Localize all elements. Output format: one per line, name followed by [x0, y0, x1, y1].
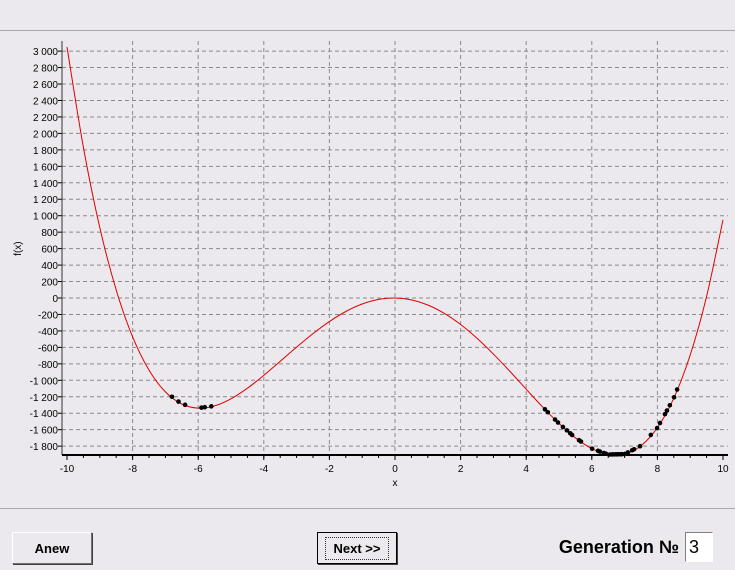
next-label: Next >> — [324, 536, 390, 560]
y-tick-label: 800 — [41, 228, 58, 239]
population-point — [654, 425, 660, 431]
population-point — [578, 439, 584, 444]
y-tick-label: 1 600 — [33, 162, 58, 173]
y-tick-label: -1 800 — [30, 442, 59, 453]
y-tick-label: 2 400 — [33, 96, 58, 107]
y-tick-label: 2 800 — [33, 64, 58, 75]
population-point — [542, 406, 548, 412]
y-tick-label: 1 800 — [33, 146, 58, 157]
x-tick-label: -2 — [325, 464, 334, 475]
y-tick-label: 3 000 — [33, 47, 58, 58]
population-point — [560, 424, 566, 430]
generation-input[interactable] — [685, 532, 713, 562]
y-tick-label: -1 200 — [30, 393, 59, 404]
population-point — [552, 417, 558, 422]
population-point — [662, 411, 668, 417]
y-tick-label: 0 — [52, 294, 58, 305]
population-point — [169, 394, 175, 400]
y-tick-label: -1 000 — [30, 376, 59, 387]
population-point — [202, 404, 208, 410]
next-button[interactable]: Next >> — [317, 532, 397, 564]
y-tick-label: -400 — [38, 327, 58, 338]
population-point — [555, 420, 561, 425]
top-divider — [0, 30, 735, 31]
y-tick-label: 1 000 — [33, 212, 58, 223]
population-point — [597, 449, 603, 454]
population-point — [545, 409, 551, 415]
population-point — [209, 404, 214, 409]
x-tick-label: -10 — [60, 464, 75, 475]
population-point — [667, 402, 673, 408]
x-tick-label: 10 — [717, 464, 729, 475]
population-point — [648, 432, 654, 438]
population-point — [564, 428, 570, 433]
population-point — [176, 399, 181, 404]
x-tick-label: -8 — [128, 464, 137, 475]
x-tick-label: 4 — [523, 464, 529, 475]
y-tick-label: 600 — [41, 245, 58, 256]
y-axis-label: f(x) — [13, 241, 24, 255]
anew-label: Anew — [34, 540, 70, 556]
population-point — [182, 402, 188, 408]
x-axis-label: x — [393, 478, 398, 489]
population-point — [674, 387, 680, 392]
y-tick-label: -600 — [38, 343, 58, 354]
y-tick-label: 2 600 — [33, 80, 58, 91]
bottom-divider — [0, 508, 735, 509]
population-point — [569, 432, 575, 438]
y-tick-label: 1 400 — [33, 179, 58, 190]
population-point — [631, 446, 637, 452]
y-tick-label: 200 — [41, 278, 58, 289]
y-tick-label: -1 600 — [30, 426, 59, 437]
population-point — [637, 443, 643, 449]
y-tick-label: 1 200 — [33, 195, 58, 206]
y-tick-label: 2 000 — [33, 129, 58, 140]
population-point — [671, 394, 677, 400]
function-curve — [66, 46, 724, 455]
y-tick-label: 400 — [41, 261, 58, 272]
population-point — [664, 408, 670, 413]
population-point — [603, 451, 609, 457]
x-tick-label: -4 — [259, 464, 268, 475]
x-tick-label: 8 — [655, 464, 661, 475]
x-tick-label: -6 — [194, 464, 203, 475]
population-point — [589, 446, 595, 452]
population-point — [625, 450, 631, 455]
y-tick-label: -200 — [38, 310, 58, 321]
y-tick-label: -800 — [38, 360, 58, 371]
population-point — [657, 420, 663, 426]
y-tick-label: 2 200 — [33, 113, 58, 124]
anew-button[interactable]: Anew — [12, 532, 92, 564]
x-tick-label: 6 — [589, 464, 595, 475]
generation-label: Generation № — [558, 537, 679, 557]
x-tick-label: 0 — [392, 464, 398, 475]
x-tick-label: 2 — [458, 464, 464, 475]
y-tick-label: -1 400 — [30, 409, 59, 420]
